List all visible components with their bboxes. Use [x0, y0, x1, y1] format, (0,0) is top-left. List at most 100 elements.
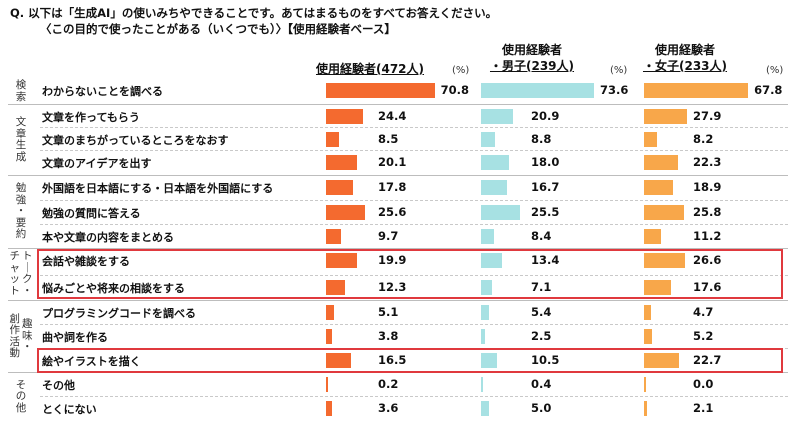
bar-series2 — [481, 229, 494, 244]
bar-series3 — [644, 280, 672, 295]
bar-series1 — [326, 401, 332, 416]
value-label: 17.6 — [693, 280, 722, 294]
value-label: 26.6 — [693, 253, 722, 267]
bar-series3 — [644, 253, 685, 268]
value-label: 0.4 — [531, 377, 552, 391]
value-label: 22.3 — [693, 155, 722, 169]
value-label: 3.6 — [378, 401, 399, 415]
category-label: 絵やイラストを描く — [42, 355, 141, 368]
value-label: 19.9 — [378, 253, 407, 267]
group-label-text: 文章生成 — [15, 116, 27, 163]
column-header-1: 使用経験者(472人) — [315, 62, 425, 76]
bar-series2 — [481, 305, 490, 320]
bar-series2 — [481, 205, 521, 220]
bar-series2 — [481, 377, 483, 392]
value-label: 17.8 — [378, 180, 407, 194]
value-label: 24.4 — [378, 109, 407, 123]
group-label-text: 趣味・ — [22, 318, 33, 354]
bar-series3 — [644, 180, 673, 195]
category-label: 文章のアイデアを出す — [42, 157, 152, 170]
bar-series1 — [326, 280, 345, 295]
value-label: 11.2 — [693, 229, 722, 243]
bar-series2 — [481, 83, 594, 98]
category-label: その他 — [42, 379, 75, 392]
bar-series1 — [326, 132, 340, 147]
group-label-5: 創作活動趣味・ — [6, 301, 36, 372]
row-divider — [40, 224, 788, 225]
bar-series1 — [326, 180, 354, 195]
bar-series2 — [481, 132, 495, 147]
bar-series2 — [481, 329, 485, 344]
column-header-3-sub: ・女子(233人) — [642, 59, 728, 73]
value-label: 5.2 — [693, 329, 714, 343]
unit-label-1: (%) — [452, 65, 470, 76]
category-label: とくにない — [42, 403, 97, 416]
column-header-2-sub: ・男子(239人) — [489, 59, 575, 73]
value-label: 27.9 — [693, 109, 722, 123]
group-label-text: その他 — [15, 378, 27, 414]
bar-series3 — [644, 229, 662, 244]
bar-series3 — [644, 155, 679, 170]
value-label: 7.1 — [531, 280, 552, 294]
group-label-text: 勉強・要約 — [15, 182, 27, 241]
value-label: 25.6 — [378, 205, 407, 219]
value-label: 2.1 — [693, 401, 714, 415]
category-label: 文章を作ってもらう — [42, 111, 140, 124]
bar-series3 — [644, 205, 684, 220]
bar-series2 — [481, 155, 509, 170]
value-label: 25.8 — [693, 205, 722, 219]
group-label-1: 検索 — [6, 79, 36, 104]
row-divider — [40, 127, 788, 128]
category-label: 曲や詞を作る — [42, 331, 108, 344]
value-label: 5.1 — [378, 305, 399, 319]
row-divider — [40, 324, 788, 325]
value-label: 8.8 — [531, 132, 552, 146]
value-label: 13.4 — [531, 253, 560, 267]
group-divider — [8, 175, 788, 176]
bar-series1 — [326, 109, 364, 124]
category-label: わからないことを調べる — [42, 85, 163, 98]
unit-label-3: (%) — [766, 65, 784, 76]
value-label: 5.4 — [531, 305, 552, 319]
group-divider — [8, 300, 788, 301]
unit-label-2: (%) — [610, 65, 628, 76]
row-divider — [40, 150, 788, 151]
bar-series3 — [644, 132, 657, 147]
highlight-illustration-row — [37, 348, 783, 373]
category-label: 外国語を日本語にする・日本語を外国語にする — [42, 182, 274, 195]
column-header-3: 使用経験者 — [654, 43, 715, 57]
group-label-text: ト｜ク・ — [22, 250, 33, 297]
value-label: 18.9 — [693, 180, 722, 194]
value-label: 3.8 — [378, 329, 399, 343]
value-label: 8.5 — [378, 132, 399, 146]
value-label: 8.4 — [531, 229, 552, 243]
value-label: 18.0 — [531, 155, 560, 169]
value-label: 12.3 — [378, 280, 407, 294]
bar-series3 — [644, 377, 646, 392]
value-label: 10.5 — [531, 353, 560, 367]
row-divider — [40, 275, 788, 276]
category-label: 勉強の質問に答える — [42, 207, 141, 220]
bar-series3 — [644, 83, 749, 98]
bar-series1 — [326, 83, 435, 98]
bar-series2 — [481, 253, 502, 268]
column-header-2: 使用経験者 — [501, 43, 562, 57]
row-divider — [40, 200, 788, 201]
group-label-3: 勉強・要約 — [6, 176, 36, 248]
bar-series1 — [326, 305, 334, 320]
value-label: 20.1 — [378, 155, 407, 169]
category-label: 悩みごとや将来の相談をする — [42, 282, 185, 295]
bar-series1 — [326, 329, 332, 344]
value-label: 16.7 — [531, 180, 560, 194]
category-label: プログラミングコードを調べる — [42, 307, 196, 320]
value-label: 25.5 — [531, 205, 560, 219]
question-text: Q. 以下は「生成AI」の使いみちやできることです。あてはまるものをすべてお答え… — [10, 6, 498, 20]
bar-series2 — [481, 109, 514, 124]
value-label: 5.0 — [531, 401, 552, 415]
bar-series3 — [644, 329, 652, 344]
category-label: 文章のまちがっているところをなおす — [42, 134, 229, 147]
group-label-4: チャットト｜ク・ — [6, 249, 36, 299]
group-label-text: 創作活動 — [9, 312, 21, 359]
group-label-text: チャット — [9, 250, 21, 297]
bar-series1 — [326, 253, 357, 268]
